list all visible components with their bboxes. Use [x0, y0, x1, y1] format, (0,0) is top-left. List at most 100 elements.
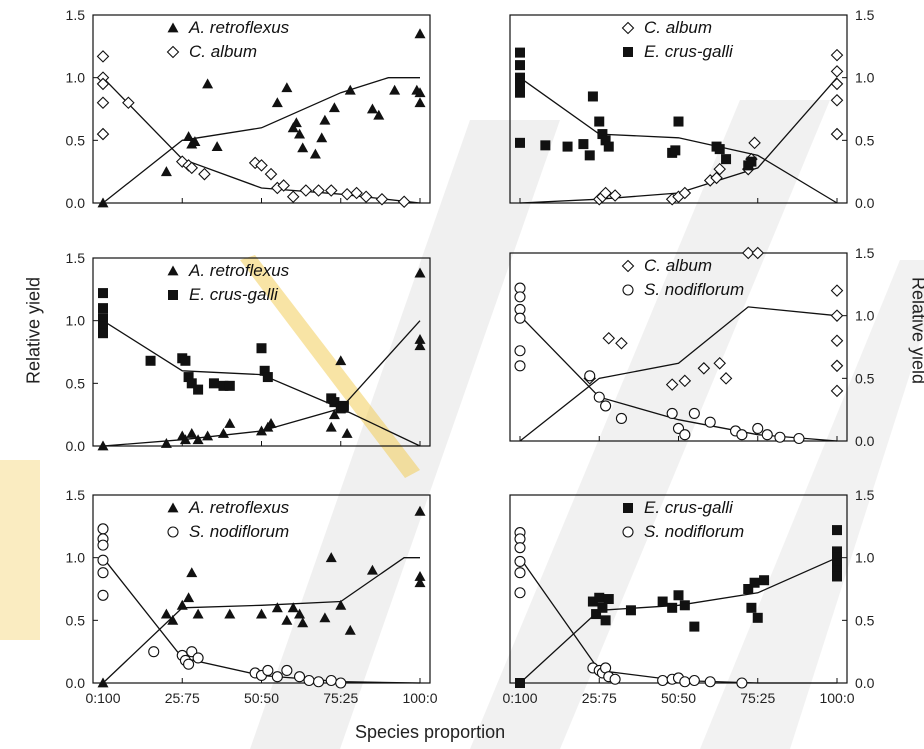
data-point-square	[743, 584, 754, 594]
legend-marker-triangle	[167, 22, 179, 33]
fit-line-square	[519, 557, 838, 684]
data-point-diamond	[713, 162, 726, 176]
legend-label: C. album	[644, 18, 712, 37]
data-point-circle	[688, 407, 700, 419]
legend-label: A. retroflexus	[188, 261, 290, 280]
x-tick-label: 0:100	[502, 690, 537, 706]
data-point-square	[749, 577, 760, 588]
data-point-square	[515, 87, 525, 98]
data-point-triangle	[281, 82, 293, 93]
data-point-square	[183, 372, 194, 383]
data-point-square	[338, 400, 349, 411]
data-point-triangle	[287, 602, 299, 613]
data-point-circle	[514, 587, 526, 599]
data-point-circle	[666, 407, 678, 419]
data-point-diamond	[830, 284, 844, 297]
data-point-triangle	[189, 136, 201, 146]
data-point-circle	[761, 429, 773, 441]
data-point-triangle	[183, 131, 195, 141]
data-point-circle	[736, 429, 748, 441]
data-point-circle	[514, 555, 526, 567]
legend-label: C. album	[644, 256, 712, 275]
data-point-diamond	[830, 309, 844, 322]
data-point-diamond	[264, 167, 278, 181]
data-point-square	[752, 612, 763, 623]
legend-marker-circle	[622, 284, 634, 296]
data-point-square	[673, 590, 684, 601]
data-point-triangle	[294, 128, 306, 139]
legend-label: C. album	[189, 42, 257, 61]
legend-label: A. retroflexus	[188, 18, 290, 37]
data-point-square	[98, 313, 108, 324]
data-point-triangle	[328, 102, 340, 113]
data-point-square	[673, 116, 684, 127]
data-point-circle	[793, 432, 805, 445]
data-point-square	[746, 156, 757, 167]
data-point-triangle	[414, 577, 426, 588]
data-point-square	[145, 355, 156, 366]
data-point-triangle	[341, 427, 353, 438]
data-point-triangle	[319, 612, 331, 623]
data-point-square	[625, 605, 636, 616]
y-tick-label: 1.5	[66, 487, 86, 503]
data-point-diamond	[299, 184, 313, 197]
data-point-diamond	[830, 359, 844, 373]
data-point-triangle	[414, 28, 426, 39]
data-point-circle	[97, 589, 109, 601]
data-point-triangle	[202, 78, 214, 89]
data-point-triangle	[328, 409, 340, 420]
data-point-square	[208, 378, 219, 389]
fit-line-circle	[102, 557, 421, 684]
data-point-circle	[584, 370, 596, 382]
data-point-circle	[514, 360, 526, 372]
data-point-square	[578, 139, 589, 150]
legend-label: A. retroflexus	[188, 498, 290, 517]
data-point-circle	[514, 542, 526, 554]
legend-label: S. nodiflorum	[644, 522, 744, 541]
x-tick-label: 75:25	[323, 690, 358, 706]
y-tick-label: 0.5	[855, 132, 875, 148]
x-tick-label: 50:50	[661, 690, 696, 706]
data-point-triangle	[297, 142, 309, 153]
data-point-circle	[704, 416, 716, 428]
data-point-diamond	[713, 357, 726, 370]
data-point-square	[98, 321, 108, 332]
data-point-triangle	[414, 333, 426, 344]
fit-line-square	[519, 77, 838, 204]
y-tick-label: 1.0	[66, 550, 86, 566]
data-point-diamond	[96, 77, 110, 91]
data-point-circle	[514, 567, 526, 579]
data-point-triangle	[325, 421, 337, 432]
data-point-diamond	[665, 378, 679, 391]
data-point-circle	[293, 671, 306, 683]
data-point-diamond	[741, 246, 755, 260]
data-point-triangle	[202, 430, 214, 441]
data-point-triangle	[160, 166, 172, 177]
data-point-triangle	[414, 340, 426, 351]
data-point-circle	[271, 671, 283, 683]
data-point-triangle	[186, 427, 198, 438]
data-point-triangle	[211, 141, 223, 151]
data-point-circle	[192, 652, 204, 664]
data-point-square	[597, 129, 608, 140]
data-point-diamond	[198, 167, 211, 181]
y-tick-label: 0.5	[66, 375, 86, 391]
data-point-diamond	[350, 186, 363, 200]
data-point-diamond	[96, 127, 110, 141]
data-point-square	[515, 78, 525, 89]
panel-top-right: 0.0 0.5 1.0 1.5 C. album E. crus-galli	[509, 7, 875, 211]
legend-label: S. nodiflorum	[189, 522, 289, 541]
data-point-diamond	[277, 179, 290, 192]
data-point-diamond	[830, 127, 844, 141]
data-point-square	[584, 150, 595, 161]
legend-marker-diamond	[166, 45, 180, 59]
data-point-circle	[183, 658, 195, 670]
data-point-square	[603, 141, 614, 152]
data-point-diamond	[830, 48, 844, 62]
data-point-circle	[325, 674, 337, 687]
data-point-square	[600, 615, 611, 626]
y-tick-label: 1.5	[855, 7, 875, 23]
legend-label: E. crus-galli	[644, 42, 734, 61]
y-tick-label: 0.5	[66, 612, 86, 628]
